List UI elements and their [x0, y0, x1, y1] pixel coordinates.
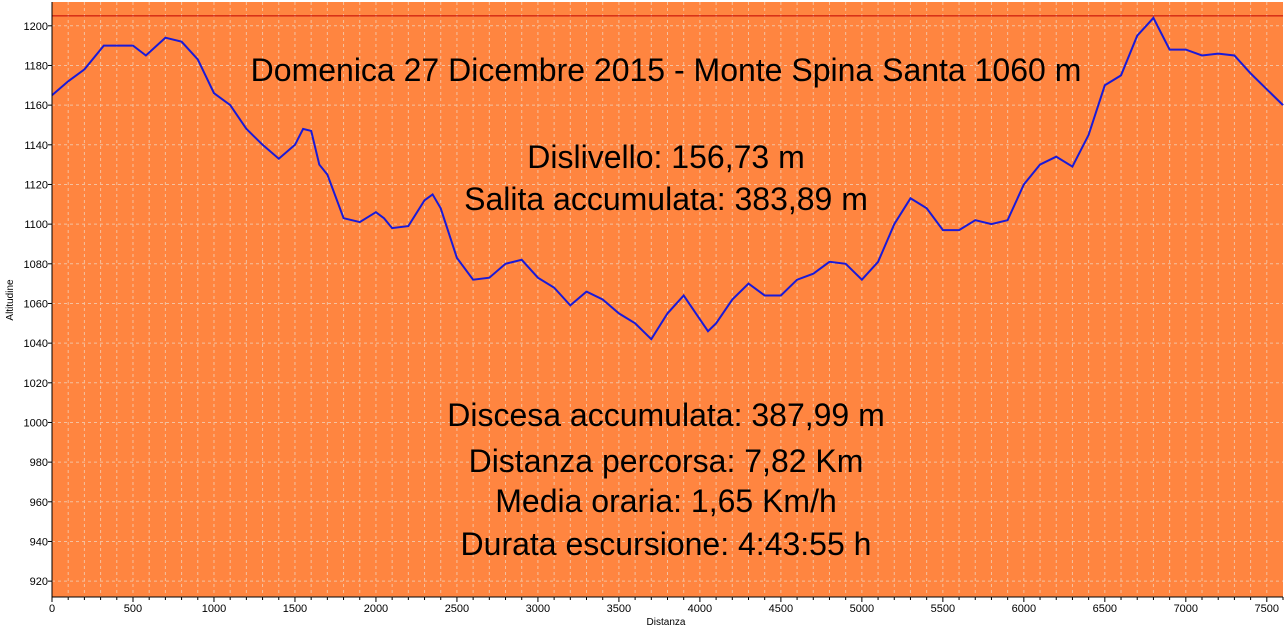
y-tick-label: 940 [30, 536, 48, 548]
y-tick-label: 1000 [24, 417, 48, 429]
y-tick-label: 1140 [24, 140, 48, 152]
y-tick-label: 1180 [24, 60, 48, 72]
x-tick-label: 1500 [283, 603, 307, 615]
annotation-dislivello: Dislivello: 156,73 m [527, 139, 804, 175]
x-tick-label: 4500 [769, 603, 793, 615]
x-tick-label: 5000 [850, 603, 874, 615]
x-axis-label: Distanza [647, 617, 686, 628]
y-tick-label: 1060 [24, 298, 48, 310]
y-tick-label: 1040 [24, 338, 48, 350]
annotation-durata: Durata escursione: 4:43:55 h [461, 526, 872, 562]
x-axis-ticks: 0 500 1000 1500 2000 2500 3000 3500 4000 4500 5000… [49, 597, 1284, 615]
x-tick-label: 2000 [364, 603, 388, 615]
annotation-distanza: Distanza percorsa: 7,82 Km [469, 443, 864, 479]
y-axis-ticks: 920 940 960 980 1000 1020 1040 1060 1080 1100 1120… [24, 21, 52, 588]
elevation-series-line [51, 16, 1284, 341]
x-tick-label: 6000 [1012, 603, 1036, 615]
y-tick-label: 980 [30, 457, 48, 469]
grid [52, 2, 1283, 597]
x-tick-label: 4000 [688, 603, 712, 615]
y-tick-label: 1120 [24, 179, 48, 191]
y-tick-label: 1160 [24, 100, 48, 112]
y-tick-label: 1080 [24, 259, 48, 271]
x-tick-label: 0 [49, 603, 55, 615]
x-tick-label: 3000 [526, 603, 550, 615]
x-tick-label: 6500 [1093, 603, 1117, 615]
y-tick-label: 1200 [24, 21, 48, 33]
annotation-discesa: Discesa accumulata: 387,99 m [447, 397, 885, 433]
chart-title: Domenica 27 Dicembre 2015 - Monte Spina … [251, 52, 1082, 88]
x-tick-label: 7000 [1174, 603, 1198, 615]
x-tick-label: 3500 [607, 603, 631, 615]
y-tick-label: 960 [30, 497, 48, 509]
annotation-salita: Salita accumulata: 383,89 m [464, 181, 868, 217]
x-tick-label: 5500 [931, 603, 955, 615]
y-tick-label: 1100 [24, 219, 48, 231]
y-axis-label: Altitudine [5, 279, 16, 321]
y-tick-label: 920 [30, 576, 48, 588]
plot-area [52, 2, 1283, 597]
x-tick-label: 1000 [202, 603, 226, 615]
annotation-media: Media oraria: 1,65 Km/h [495, 483, 837, 519]
y-tick-label: 1020 [24, 378, 48, 390]
x-tick-label: 500 [124, 603, 142, 615]
x-tick-label: 7500 [1255, 603, 1279, 615]
x-tick-label: 2500 [445, 603, 469, 615]
